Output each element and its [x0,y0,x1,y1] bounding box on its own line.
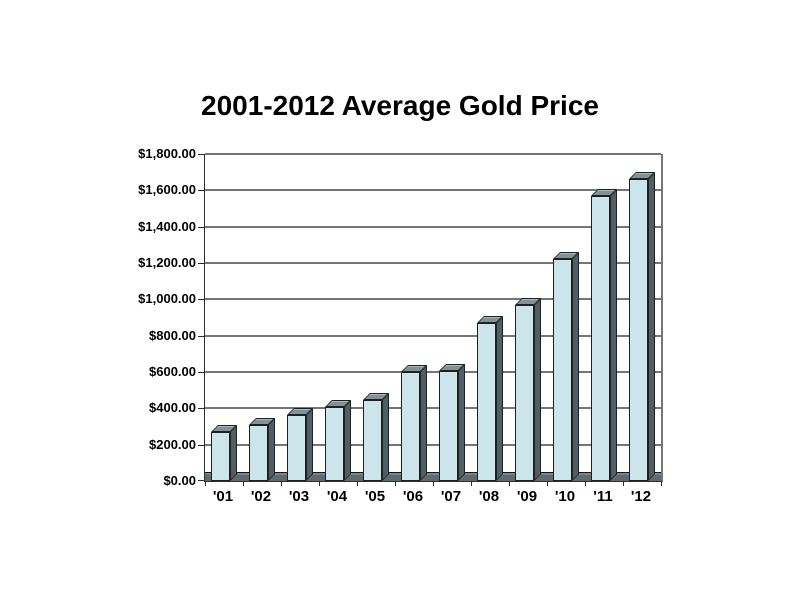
bar-side-face [306,408,313,481]
y-axis-tick [198,372,205,373]
bar-year-01 [211,425,237,481]
x-axis-tick-label: '03 [288,488,310,505]
x-axis-tick-label: '04 [326,488,348,505]
x-axis-tick [395,481,396,486]
bar-side-face [458,364,465,481]
bar-year-06 [401,365,427,481]
x-axis-tick-label: '02 [250,488,272,505]
x-axis-tick [509,481,510,486]
y-axis-tick [198,335,205,337]
gridline [205,225,661,228]
bar-side-face [230,425,237,481]
x-axis-tick-label: '08 [478,488,500,505]
bar-year-03 [287,408,313,481]
chart-floor-3d [205,472,661,481]
x-axis-tick [357,481,358,486]
bar-side-face [382,393,389,481]
gridline [205,443,661,446]
y-axis-tick [198,299,205,301]
gridline [205,371,661,373]
bar-front-face [287,415,306,481]
bar-year-04 [325,400,351,481]
y-axis-tick-label: $1,000.00 [138,291,196,307]
x-axis-tick [471,481,472,486]
bar-front-face [553,259,572,481]
bar-side-face [268,418,275,481]
gridline [205,262,661,264]
x-axis-tick [243,481,244,486]
y-axis-tick [198,480,205,481]
x-axis-tick-label: '05 [364,488,386,505]
x-axis-tick-label: '12 [630,488,652,505]
bar-side-face [648,172,655,481]
y-axis-tick-label: $200.00 [149,436,196,452]
y-axis-tick [198,226,205,228]
y-axis-tick-label: $1,200.00 [138,255,196,270]
x-axis-tick [623,481,624,486]
y-axis-tick [198,263,205,264]
x-axis-tick [319,481,320,486]
bar-year-08 [477,316,503,481]
x-axis-tick [585,481,586,486]
x-axis-tick-label: '07 [440,488,462,505]
y-axis-tick-label: $1,400.00 [138,218,196,234]
bar-year-07 [439,364,465,481]
gridline [205,334,661,337]
y-axis-tick [198,444,205,446]
x-axis-tick [433,481,434,486]
bar-front-face [515,305,534,481]
y-axis-tick-label: $1,800.00 [138,146,196,161]
x-axis-tick [281,481,282,486]
x-axis-tick-label: '10 [554,488,576,505]
bar-side-face [610,189,617,481]
bar-year-11 [591,189,617,481]
y-axis-tick-label: $400.00 [149,400,196,416]
bar-year-02 [249,418,275,481]
bar-year-05 [363,393,389,481]
gridline [205,407,661,410]
bar-year-10 [553,252,579,481]
bar-front-face [211,432,230,481]
gridline [205,298,661,301]
gridline [205,153,661,155]
bar-year-12 [629,172,655,481]
x-axis-tick-label: '01 [212,488,234,505]
bar-front-face [629,179,648,481]
gridline [205,189,661,192]
bar-side-face [344,400,351,481]
x-axis-tick [661,481,662,486]
y-axis-tick-label: $0.00 [163,473,196,488]
bar-front-face [249,425,268,481]
bar-front-face [325,407,344,481]
bar-front-face [477,323,496,481]
y-axis-tick [198,408,205,410]
x-axis-tick [547,481,548,486]
y-axis-labels: $0.00 $200.00 $400.00 $600.00 $800.00 $1,000.… [0,146,196,488]
bar-side-face [496,316,503,481]
y-axis-tick-label: $600.00 [149,364,196,379]
bar-year-09 [515,298,541,481]
x-axis-tick-label: '06 [402,488,424,505]
bar-side-face [572,252,579,481]
x-axis-labels: '01 '02 '03 '04 '05 '06 '07 '08 '09 '10 '11 '12 [204,482,660,508]
bar-front-face [591,196,610,481]
y-axis-tick-label: $1,600.00 [138,182,196,198]
x-axis-tick-label: '11 [593,488,613,505]
bar-front-face [401,372,420,481]
bar-front-face [439,371,458,481]
x-axis-tick [205,481,206,486]
bar-front-face [363,400,382,481]
y-axis-tick [198,154,205,155]
bar-side-face [534,298,541,481]
x-axis-tick-label: '09 [516,488,538,505]
bar-side-face [420,365,427,481]
chart-title: 2001-2012 Average Gold Price [201,90,599,121]
plot-area [198,153,663,486]
y-axis-tick [198,190,205,192]
y-axis-tick-label: $800.00 [149,327,196,343]
